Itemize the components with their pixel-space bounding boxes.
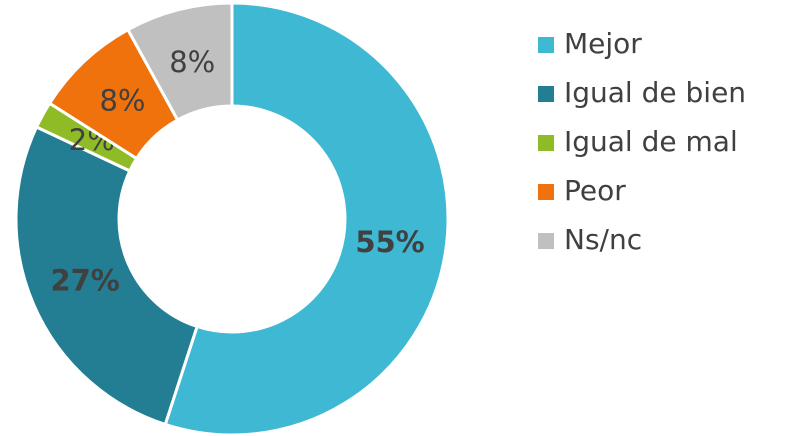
legend-label: Mejor [564, 27, 642, 60]
slice-label: 8% [99, 83, 145, 117]
donut-slice [163, 1, 450, 436]
legend-swatch [538, 135, 554, 151]
legend-label: Igual de bien [564, 76, 746, 109]
legend-swatch [538, 233, 554, 249]
legend-label: Igual de mal [564, 125, 738, 158]
donut-slice [125, 1, 234, 123]
slice-label: 8% [169, 45, 215, 79]
legend-label: Ns/nc [564, 223, 642, 256]
legend-label: Peor [564, 174, 626, 207]
slice-label: 55% [355, 225, 424, 259]
legend-swatch [538, 86, 554, 102]
legend-swatch [538, 184, 554, 200]
legend-swatch [538, 37, 554, 53]
slice-label: 27% [50, 264, 119, 298]
donut-slice [14, 125, 199, 427]
